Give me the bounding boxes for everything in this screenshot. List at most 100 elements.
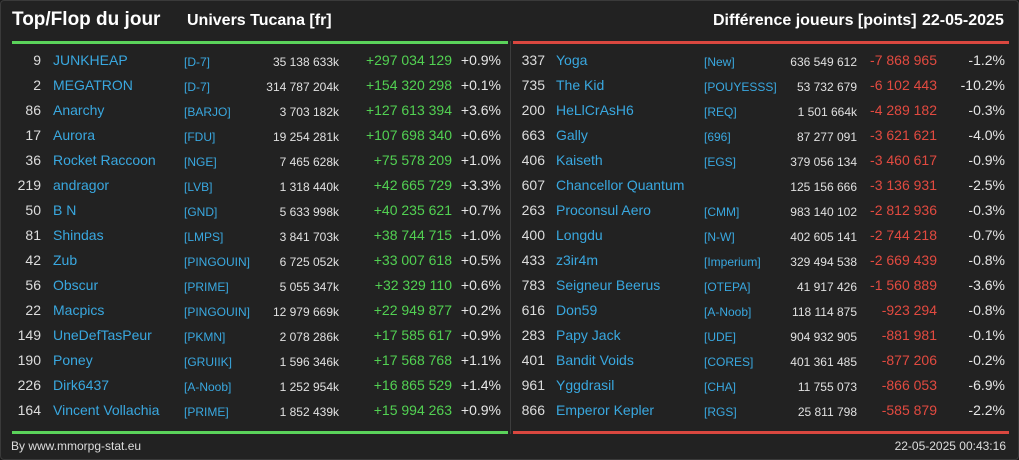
alliance-tag-link[interactable]: [NGE] [184,155,217,169]
alliance-tag-link[interactable]: [POUYESSS] [704,80,777,94]
player-name-link[interactable]: Seigneur Beerus [556,277,661,293]
alliance-tag-link[interactable]: [OTEPA] [704,280,751,294]
report-date: 22-05-2025 [922,12,1004,29]
alliance-tag-link[interactable]: [LVB] [184,180,213,194]
points-difference: +22 949 877 [373,302,452,318]
player-rank: 337 [521,52,545,68]
points-difference: -7 868 965 [870,52,937,68]
alliance-tag-link[interactable]: [N-W] [704,230,735,244]
points-difference: -6 102 443 [870,77,937,93]
alliance-tag-link[interactable]: [PINGOUIN] [184,255,251,269]
alliance-tag-link[interactable]: [CORES] [704,355,754,369]
player-name-link[interactable]: Macpics [53,302,105,318]
player-name-link[interactable]: Papy Jack [556,327,621,343]
player-name-link[interactable]: Obscur [53,277,99,293]
alliance-tag-link[interactable]: [BARJO] [184,105,231,119]
points-difference: -866 053 [881,377,937,393]
alliance-tag-link[interactable]: [GRUIIK] [184,355,233,369]
percent-change: +0.9% [460,327,501,343]
player-name-link[interactable]: UneDefTasPeur [53,327,152,343]
player-points: 379 056 134 [790,155,857,169]
points-difference: -2 812 936 [870,202,937,218]
player-rank: 56 [25,277,41,293]
player-name-link[interactable]: Kaiseth [556,152,603,168]
panel-header: Top/Flop du jour Univers Tucana [fr] Dif… [1,1,1018,41]
player-name-link[interactable]: Yoga [556,52,588,68]
player-name-link[interactable]: Vincent Vollachia [53,402,160,418]
alliance-tag-link[interactable]: [696] [704,130,731,144]
table-row: 9 JUNKHEAP [D-7] 35 138 633k +297 034 129 +0.… [1,48,510,73]
player-points: 12 979 669k [272,305,339,319]
player-points: 19 254 281k [272,130,339,144]
top-gainers-table: 9 JUNKHEAP [D-7] 35 138 633k +297 034 129 +0.… [1,48,510,423]
alliance-tag-link[interactable]: [New] [704,55,735,69]
player-points: 2 078 286k [279,330,339,344]
alliance-tag-link[interactable]: [GND] [184,205,218,219]
player-name-link[interactable]: z3ir4m [556,252,599,268]
alliance-tag-link[interactable]: [D-7] [184,55,211,69]
table-row: 735 The Kid [POUYESSS] 53 732 679 -6 102 443… [511,73,1018,98]
percent-change: -0.8% [968,302,1005,318]
percent-change: -0.3% [968,202,1005,218]
alliance-tag-link[interactable]: [LMPS] [184,230,224,244]
percent-change: +1.1% [460,352,501,368]
alliance-tag-link[interactable]: [PRIME] [184,280,229,294]
alliance-tag-link[interactable]: [FDU] [184,130,216,144]
player-name-link[interactable]: Rocket Raccoon [53,152,156,168]
player-points: 25 811 798 [797,405,857,419]
alliance-tag-link[interactable]: [CMM] [704,205,740,219]
player-rank: 2 [33,77,41,93]
player-points: 3 703 182k [279,105,339,119]
alliance-tag-link[interactable]: [Imperium] [704,255,761,269]
player-points: 904 932 905 [790,330,857,344]
table-row: 226 Dirk6437 [A-Noob] 1 252 954k +16 865 529… [1,373,510,398]
player-name-link[interactable]: Dirk6437 [53,377,110,393]
player-points: 7 465 628k [279,155,339,169]
table-row: 81 Shindas [LMPS] 3 841 703k +38 744 715 +1.0… [1,223,510,248]
alliance-tag-link[interactable]: [A-Noob] [184,380,232,394]
player-name-link[interactable]: Emperor Kepler [556,402,655,418]
player-name-link[interactable]: Anarchy [53,102,105,118]
alliance-tag-link[interactable]: [REQ] [704,105,737,119]
top-losers-table: 337 Yoga [New] 636 549 612 -7 868 965 -1.2% 73… [511,48,1018,423]
player-rank: 607 [521,177,545,193]
universe-label: Univers Tucana [fr] [187,12,332,29]
player-name-link[interactable]: Yggdrasil [556,377,615,393]
player-name-link[interactable]: Chancellor Quantum [556,177,685,193]
player-name-link[interactable]: andragor [53,177,110,193]
player-name-link[interactable]: Don59 [556,302,598,318]
player-name-link[interactable]: MEGATRON [53,77,133,93]
footer-timestamp: 22-05-2025 00:43:16 [894,439,1006,453]
alliance-tag-link[interactable]: [D-7] [184,80,211,94]
alliance-tag-link[interactable]: [PINGOUIN] [184,305,251,319]
percent-change: -0.8% [968,252,1005,268]
alliance-tag-link[interactable]: [EGS] [704,155,737,169]
alliance-tag-link[interactable]: [CHA] [704,380,737,394]
player-points: 401 361 485 [790,355,857,369]
player-points: 53 732 679 [796,80,857,94]
player-points: 125 156 666 [790,180,857,194]
player-name-link[interactable]: B N [53,202,77,218]
alliance-tag-link[interactable]: [A-Noob] [704,305,752,319]
player-rank: 783 [521,277,545,293]
player-rank: 17 [25,127,41,143]
player-name-link[interactable]: Proconsul Aero [556,202,651,218]
player-name-link[interactable]: The Kid [556,77,605,93]
player-name-link[interactable]: Shindas [53,227,104,243]
player-points: 118 114 875 [792,305,857,319]
alliance-tag-link[interactable]: [UDE] [704,330,737,344]
player-rank: 22 [25,302,41,318]
player-name-link[interactable]: Aurora [53,127,96,143]
player-name-link[interactable]: Gally [556,127,588,143]
alliance-tag-link[interactable]: [PKMN] [184,330,226,344]
player-name-link[interactable]: JUNKHEAP [53,52,128,68]
player-name-link[interactable]: Poney [53,352,93,368]
percent-change: -0.2% [968,352,1005,368]
top-divider-upper [12,41,508,44]
player-name-link[interactable]: HeLlCrAsH6 [556,102,634,118]
player-name-link[interactable]: Zub [53,252,78,268]
player-name-link[interactable]: Bandit Voids [556,352,634,368]
player-name-link[interactable]: Longdu [556,227,603,243]
alliance-tag-link[interactable]: [PRIME] [184,405,229,419]
alliance-tag-link[interactable]: [RGS] [704,405,737,419]
